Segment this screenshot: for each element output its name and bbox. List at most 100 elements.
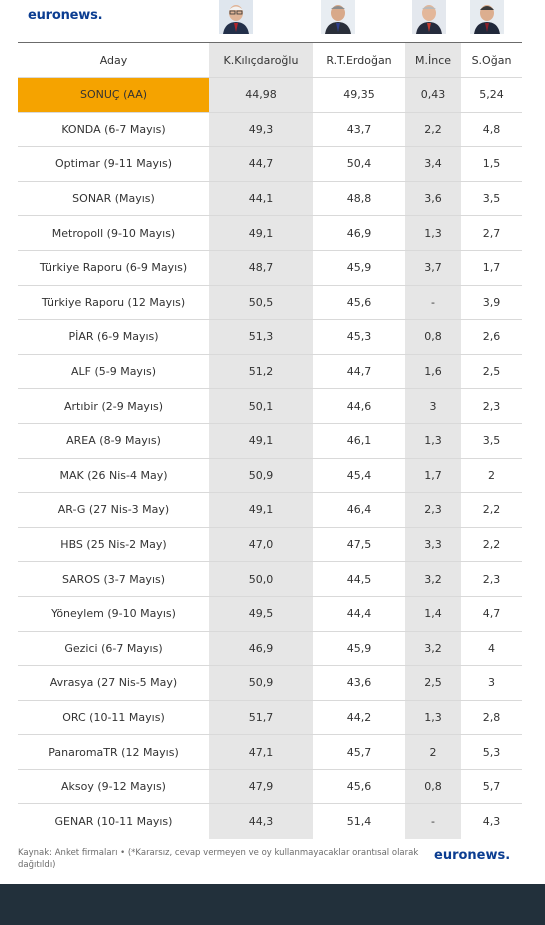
table-cell: 3 bbox=[405, 388, 461, 424]
table-cell: 3,3 bbox=[405, 526, 461, 562]
table-cell: 1,3 bbox=[405, 215, 461, 251]
table-cell: 46,1 bbox=[313, 422, 405, 459]
table-cell: 51,2 bbox=[209, 353, 313, 389]
table-cell: 47,5 bbox=[313, 526, 405, 562]
table-row: HBS (25 Nis-2 May) 47,0 47,5 3,3 2,2 bbox=[18, 526, 522, 562]
table-cell: 46,9 bbox=[313, 215, 405, 251]
table-cell: AREA (8-9 Mayıs) bbox=[18, 422, 209, 459]
candidate-photo-kilicdaroglu bbox=[219, 0, 253, 34]
table-cell: 48,8 bbox=[313, 180, 405, 216]
table-cell: 45,6 bbox=[313, 284, 405, 320]
table-cell: 50,1 bbox=[209, 388, 313, 424]
table-row: Avrasya (27 Nis-5 May) 50,9 43,6 2,5 3 bbox=[18, 665, 522, 701]
header-ogan: S.Oğan bbox=[461, 42, 522, 78]
table-cell: 5,24 bbox=[461, 77, 522, 113]
table-row: Yöneylem (9-10 Mayıs) 49,5 44,4 1,4 4,7 bbox=[18, 595, 522, 631]
table-header-row: Aday K.Kılıçdaroğlu R.T.Erdoğan M.İnce S… bbox=[18, 42, 522, 78]
table-cell: 3,2 bbox=[405, 561, 461, 597]
table-cell: Türkiye Raporu (12 Mayıs) bbox=[18, 284, 209, 320]
table-cell: 45,9 bbox=[313, 630, 405, 666]
table-cell: 45,4 bbox=[313, 457, 405, 493]
table-cell: Türkiye Raporu (6-9 Mayıs) bbox=[18, 249, 209, 286]
table-cell: 0,8 bbox=[405, 319, 461, 355]
table-cell: 4,3 bbox=[461, 803, 522, 839]
euronews-logo[interactable]: euronews. bbox=[28, 8, 103, 23]
table-cell: 3,9 bbox=[461, 284, 522, 320]
table-row: Aksoy (9-12 Mayıs) 47,9 45,6 0,8 5,7 bbox=[18, 768, 522, 804]
table-cell: 46,9 bbox=[209, 630, 313, 666]
table-cell: 1,7 bbox=[461, 249, 522, 286]
table-cell: 2,2 bbox=[461, 526, 522, 562]
table-cell: Yöneylem (9-10 Mayıs) bbox=[18, 595, 209, 631]
table-cell: 3,5 bbox=[461, 422, 522, 459]
table-row: PİAR (6-9 Mayıs) 51,3 45,3 0,8 2,6 bbox=[18, 319, 522, 355]
table-cell: Metropoll (9-10 Mayıs) bbox=[18, 215, 209, 251]
table-cell: SONAR (Mayıs) bbox=[18, 180, 209, 216]
table-cell: 1,6 bbox=[405, 353, 461, 389]
table-cell: 44,5 bbox=[313, 561, 405, 597]
table-cell: 1,3 bbox=[405, 422, 461, 459]
table-cell: 50,9 bbox=[209, 457, 313, 493]
table-cell: 45,6 bbox=[313, 768, 405, 804]
table-cell: 2,8 bbox=[461, 699, 522, 735]
table-cell: 4 bbox=[461, 630, 522, 666]
table-cell: 51,4 bbox=[313, 803, 405, 839]
table-cell: 50,4 bbox=[313, 146, 405, 182]
table-cell: 44,7 bbox=[313, 353, 405, 389]
table-cell: 44,98 bbox=[209, 77, 313, 113]
table-cell: GENAR (10-11 Mayıs) bbox=[18, 803, 209, 839]
table-cell: 4,8 bbox=[461, 111, 522, 147]
table-cell: 2,2 bbox=[405, 111, 461, 147]
table-cell: HBS (25 Nis-2 May) bbox=[18, 526, 209, 562]
header-ince: M.İnce bbox=[405, 42, 461, 78]
table-cell: 1,3 bbox=[405, 699, 461, 735]
table-cell: 3,7 bbox=[405, 249, 461, 286]
table-cell: 2 bbox=[461, 457, 522, 493]
table-cell: 2,7 bbox=[461, 215, 522, 251]
table-cell: 4,7 bbox=[461, 595, 522, 631]
table-cell: 43,7 bbox=[313, 111, 405, 147]
table-row: MAK (26 Nis-4 May) 50,9 45,4 1,7 2 bbox=[18, 457, 522, 493]
table-cell: 44,7 bbox=[209, 146, 313, 182]
table-cell: 47,0 bbox=[209, 526, 313, 562]
table-cell: 49,1 bbox=[209, 215, 313, 251]
table-cell: PanaromaTR (12 Mayıs) bbox=[18, 734, 209, 770]
table-row: GENAR (10-11 Mayıs) 44,3 51,4-4,3 bbox=[18, 803, 522, 839]
table-row: Metropoll (9-10 Mayıs) 49,1 46,9 1,3 2,7 bbox=[18, 215, 522, 251]
table-cell: 46,4 bbox=[313, 492, 405, 528]
table-row: SONAR (Mayıs) 44,1 48,8 3,6 3,5 bbox=[18, 180, 522, 216]
poll-results-table: Aday K.Kılıçdaroğlu R.T.Erdoğan M.İnce S… bbox=[18, 42, 522, 839]
table-cell: 45,9 bbox=[313, 249, 405, 286]
table-cell: 44,2 bbox=[313, 699, 405, 735]
table-cell: Gezici (6-7 Mayıs) bbox=[18, 630, 209, 666]
table-cell: 2,5 bbox=[405, 665, 461, 701]
header-kilicdaroglu: K.Kılıçdaroğlu bbox=[209, 42, 313, 78]
table-cell: 3 bbox=[461, 665, 522, 701]
table-cell: ORC (10-11 Mayıs) bbox=[18, 699, 209, 735]
table-cell: 5,3 bbox=[461, 734, 522, 770]
table-cell: 1,7 bbox=[405, 457, 461, 493]
chart-header: euronews. bbox=[18, 0, 522, 42]
euronews-logo-footer[interactable]: euronews. bbox=[434, 848, 511, 863]
table-cell: 50,9 bbox=[209, 665, 313, 701]
table-cell: 49,1 bbox=[209, 492, 313, 528]
table-cell: 2 bbox=[405, 734, 461, 770]
table-row: ORC (10-11 Mayıs) 51,7 44,2 1,3 2,8 bbox=[18, 699, 522, 735]
table-cell: 2,3 bbox=[461, 561, 522, 597]
table-cell: 51,3 bbox=[209, 319, 313, 355]
table-cell: ALF (5-9 Mayıs) bbox=[18, 353, 209, 389]
table-cell: AR-G (27 Nis-3 May) bbox=[18, 492, 209, 528]
table-cell: 48,7 bbox=[209, 249, 313, 286]
table-row: Gezici (6-7 Mayıs) 46,9 45,9 3,2 4 bbox=[18, 630, 522, 666]
table-cell: Optimar (9-11 Mayıs) bbox=[18, 146, 209, 182]
table-cell: Aksoy (9-12 Mayıs) bbox=[18, 768, 209, 804]
table-cell: 47,1 bbox=[209, 734, 313, 770]
header-candidate: Aday bbox=[18, 42, 209, 78]
table-cell: 2,2 bbox=[461, 492, 522, 528]
table-row: Türkiye Raporu (6-9 Mayıs) 48,7 45,9 3,7 1,7 bbox=[18, 249, 522, 286]
table-row: SAROS (3-7 Mayıs) 50,0 44,5 3,2 2,3 bbox=[18, 561, 522, 597]
candidate-photo-ince bbox=[412, 0, 446, 34]
table-cell: MAK (26 Nis-4 May) bbox=[18, 457, 209, 493]
table-row: AR-G (27 Nis-3 May) 49,1 46,4 2,3 2,2 bbox=[18, 492, 522, 528]
table-cell: - bbox=[405, 803, 461, 839]
